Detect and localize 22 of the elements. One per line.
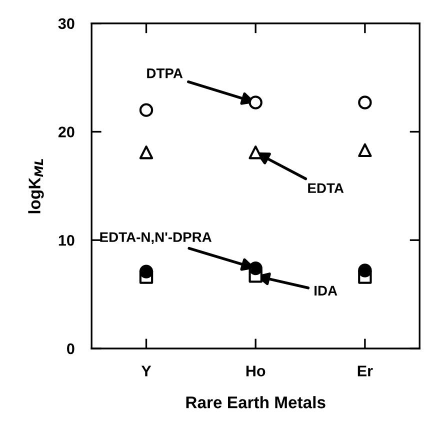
x-tick-label: Ho <box>246 366 266 376</box>
y-tick-label: 20 <box>58 126 74 138</box>
point <box>248 145 262 160</box>
point <box>358 143 372 158</box>
x-tick-label: Er <box>358 366 373 376</box>
x-axis-title: Rare Earth Metals <box>186 396 326 408</box>
point <box>358 96 372 110</box>
point <box>358 264 372 278</box>
y-tick-label: 30 <box>58 18 74 30</box>
point <box>139 145 154 160</box>
x-tick-label: Y <box>141 366 152 376</box>
point <box>139 103 154 117</box>
annotation: DTPA <box>147 68 183 78</box>
annotation: IDA <box>314 286 338 296</box>
point <box>139 264 154 278</box>
point <box>248 96 262 110</box>
annotation: EDTA-N,N'-DPRA <box>100 232 212 244</box>
point <box>248 261 262 276</box>
annotation: EDTA <box>308 183 344 193</box>
y-tick-label: 10 <box>58 234 74 246</box>
y-axis-title: logK$_{ML}$ <box>28 158 44 214</box>
y-tick-label: 0 <box>67 343 74 354</box>
